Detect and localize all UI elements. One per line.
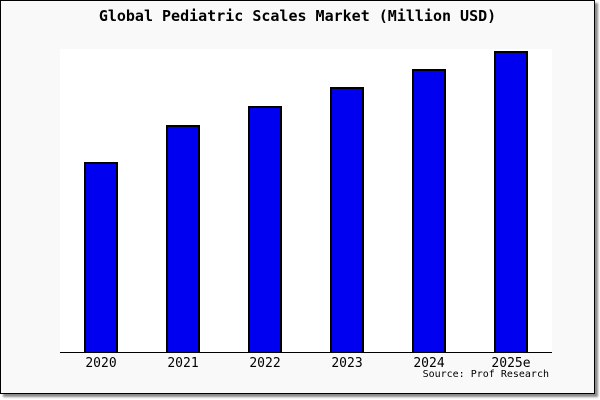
x-axis-label-2020: 2020 bbox=[85, 356, 117, 371]
x-axis-label-2024: 2024 bbox=[413, 356, 445, 371]
bar-2022 bbox=[248, 106, 282, 352]
bar-2024 bbox=[412, 69, 446, 352]
x-axis-label-2021: 2021 bbox=[167, 356, 199, 371]
bar-2025e bbox=[494, 51, 528, 352]
bar-2021 bbox=[166, 125, 200, 352]
bar-slot bbox=[60, 162, 142, 352]
bar-slot bbox=[388, 69, 470, 352]
x-axis-label-2023: 2023 bbox=[331, 356, 363, 371]
bars-container bbox=[60, 49, 552, 352]
x-axis-labels: 2020 2021 2022 2023 2024 2025e bbox=[60, 356, 552, 371]
chart-title: Global Pediatric Scales Market (Million … bbox=[98, 7, 497, 25]
bar-2020 bbox=[84, 162, 118, 352]
x-axis-label-2025e: 2025e bbox=[491, 356, 531, 371]
source-text: Source: Prof Research bbox=[422, 369, 549, 380]
bar-2023 bbox=[330, 87, 364, 352]
plot-area bbox=[60, 49, 552, 353]
bar-slot bbox=[224, 106, 306, 352]
bar-slot bbox=[142, 125, 224, 352]
x-axis-label-2022: 2022 bbox=[249, 356, 281, 371]
bar-slot bbox=[470, 51, 552, 352]
chart-frame: Global Pediatric Scales Market (Million … bbox=[0, 0, 595, 394]
bar-slot bbox=[306, 87, 388, 352]
